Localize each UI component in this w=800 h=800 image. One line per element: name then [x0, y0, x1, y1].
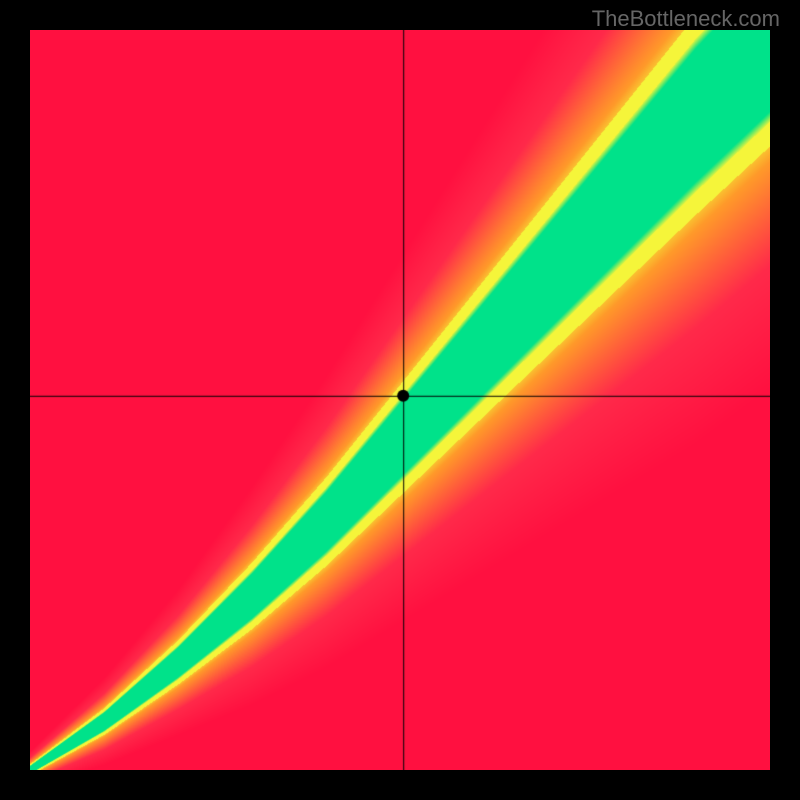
plot-area: [30, 30, 770, 770]
watermark-text: TheBottleneck.com: [592, 6, 780, 32]
heatmap-canvas: [30, 30, 770, 770]
chart-container: TheBottleneck.com: [0, 0, 800, 800]
